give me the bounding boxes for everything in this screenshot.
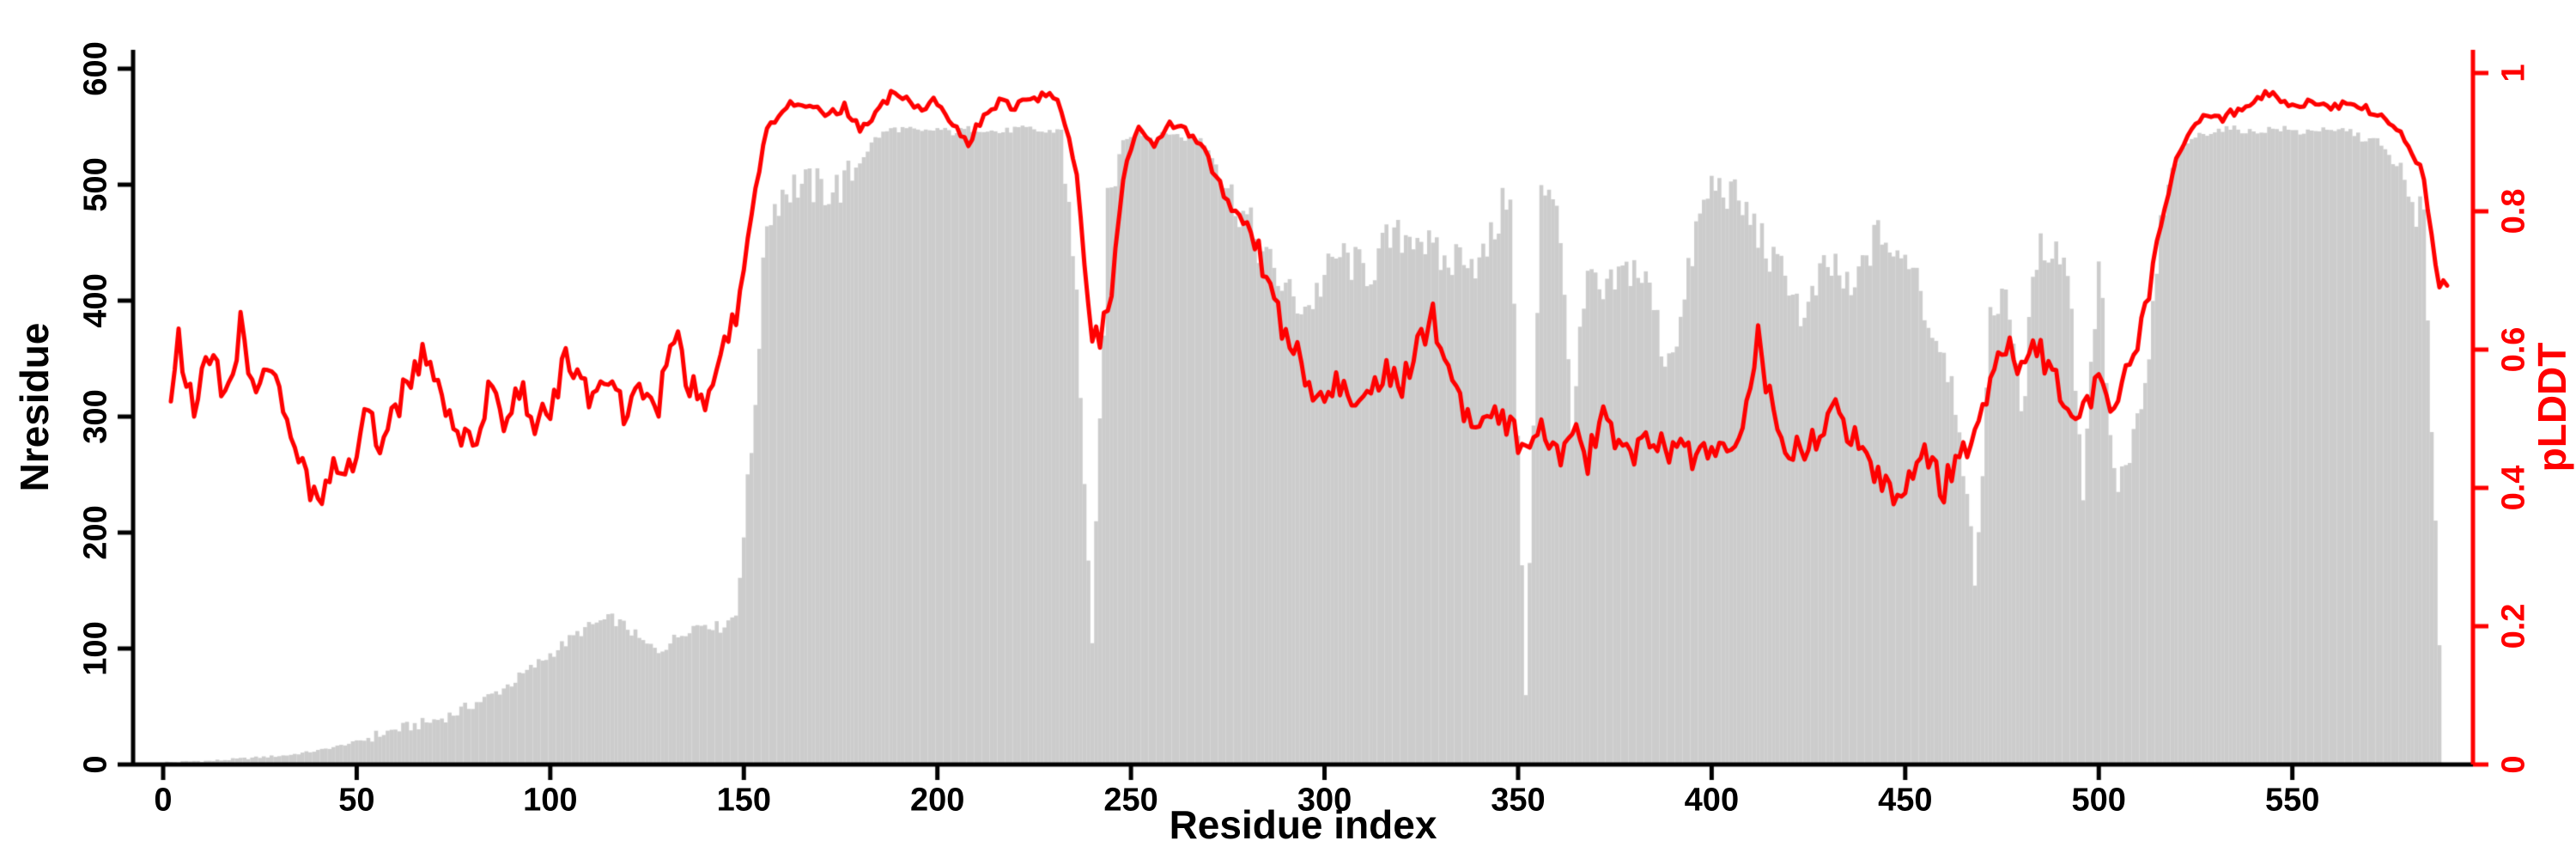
x-axis-title: Residue index: [1169, 802, 1437, 847]
y-axis-right-tick-label: 1: [2495, 64, 2532, 82]
x-axis-tick-label: 350: [1491, 782, 1546, 819]
y-axis-left-tick-label: 400: [77, 273, 114, 328]
x-axis-tick-label: 300: [1297, 782, 1352, 819]
right-axis-title: pLDDT: [2530, 342, 2574, 472]
y-axis-right-tick-label: 0.2: [2495, 603, 2532, 649]
y-axis-left-tick-label: 0: [77, 755, 114, 774]
x-axis-tick-label: 100: [523, 782, 578, 819]
x-axis-tick-label: 450: [1878, 782, 1933, 819]
y-axis-left-tick-label: 500: [77, 157, 114, 212]
y-axis-right-tick-label: 0: [2495, 755, 2532, 774]
x-axis-tick-label: 400: [1684, 782, 1740, 819]
left-axis-title: Nresidue: [12, 322, 57, 492]
y-axis-right-tick-label: 0.6: [2495, 326, 2532, 373]
x-axis-tick-label: 250: [1103, 782, 1158, 819]
y-axis-left-tick-label: 100: [77, 621, 114, 676]
x-axis-tick-label: 550: [2264, 782, 2320, 819]
y-axis-right-tick-label: 0.4: [2495, 465, 2532, 511]
y-axis-left-tick-label: 300: [77, 389, 114, 444]
y-axis-right-tick-label: 0.8: [2495, 188, 2532, 235]
x-axis-tick-label: 50: [338, 782, 375, 819]
y-axis-left-tick-label: 200: [77, 505, 114, 560]
x-axis-tick-label: 500: [2071, 782, 2126, 819]
x-axis-tick-label: 0: [154, 782, 173, 819]
y-axis-left-tick-label: 600: [77, 41, 114, 96]
x-axis-tick-label: 150: [716, 782, 771, 819]
x-axis-tick-label: 200: [909, 782, 965, 819]
